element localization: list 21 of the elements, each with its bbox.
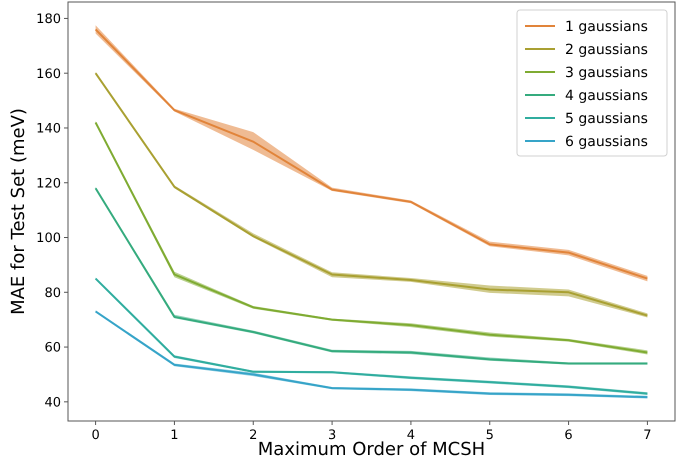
y-tick-label: 60 [44,340,61,356]
x-tick-label: 1 [170,428,179,443]
y-axis-title: MAE for Test Set (meV) [8,108,29,315]
legend-label: 1 gaussians [565,18,648,35]
y-tick-label: 180 [36,12,61,27]
x-tick-label: 2 [249,428,258,443]
legend-label: 5 gaussians [565,110,648,127]
legend-label: 6 gaussians [565,134,648,150]
legend-label: 2 gaussians [565,42,648,58]
y-tick-label: 120 [36,176,61,192]
y-tick-label: 140 [36,122,61,137]
x-tick-label: 0 [91,428,100,443]
x-tick-label: 7 [643,428,652,443]
y-tick-label: 100 [36,231,61,246]
legend-label: 4 gaussians [565,88,648,104]
y-tick-label: 80 [44,286,61,301]
x-tick-label: 6 [564,428,573,443]
y-tick-label: 40 [44,395,61,410]
legend-label: 3 gaussians [565,64,648,81]
x-tick-label: 5 [486,428,494,443]
y-tick-label: 160 [36,66,61,82]
